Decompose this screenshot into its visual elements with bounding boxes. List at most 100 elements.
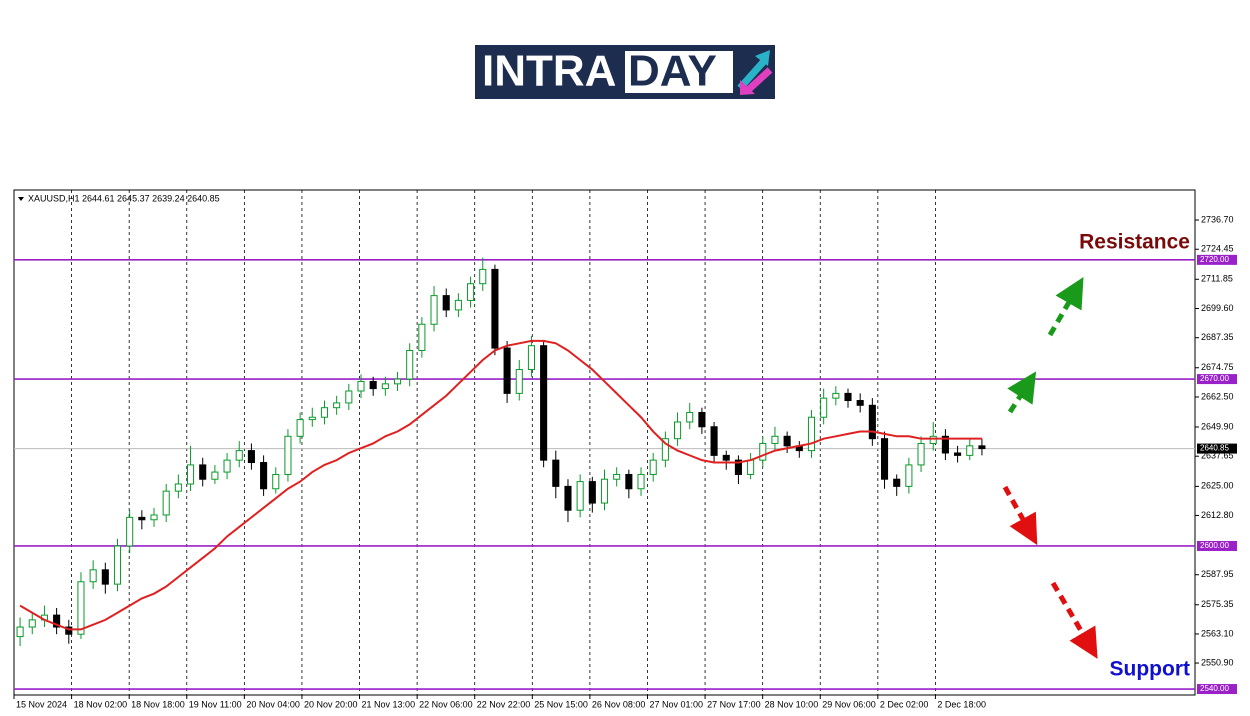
x-tick-label: 18 Nov 02:00 <box>74 699 128 709</box>
level-tag <box>1197 540 1237 551</box>
candle-body <box>820 397 828 418</box>
y-tick-label: 2711.85 <box>1201 274 1233 284</box>
down-arrow <box>1002 485 1038 546</box>
candle-body <box>503 347 511 394</box>
candle-body <box>734 459 742 475</box>
symbol-header: XAUUSD,H1 2644.61 2645.37 2639.24 2640.8… <box>28 193 220 203</box>
logo-arrow <box>755 50 770 66</box>
candle-body <box>479 268 487 285</box>
level-label: 2540.00 <box>1200 684 1229 693</box>
logo-arrow <box>740 80 755 95</box>
candle-body <box>686 411 694 423</box>
candle-body <box>880 438 889 480</box>
y-tick-label: 2736.70 <box>1201 214 1234 224</box>
x-tick-label: 21 Nov 13:00 <box>362 699 416 709</box>
price-tag <box>1197 443 1237 454</box>
x-tick-label: 29 Nov 06:00 <box>822 699 876 709</box>
candle-body <box>966 445 974 456</box>
candle-body <box>771 435 779 444</box>
candle-body <box>698 411 706 428</box>
candle-body <box>126 516 134 547</box>
candle-body <box>722 454 730 461</box>
candle-body <box>613 473 621 480</box>
candle-body <box>856 400 864 406</box>
candle-body <box>576 481 584 511</box>
logo-text: DAY <box>628 47 717 96</box>
x-tick-label: 27 Nov 17:00 <box>707 699 761 709</box>
candle-body <box>430 295 438 325</box>
candle-body <box>710 426 718 456</box>
candle-body <box>564 485 572 511</box>
candle-body <box>113 545 122 585</box>
candle-body <box>418 323 426 351</box>
candle-body <box>540 345 548 461</box>
candle-body <box>53 614 61 628</box>
x-tick-label: 27 Nov 01:00 <box>649 699 703 709</box>
up-arrow <box>1007 371 1037 414</box>
x-tick-label: 20 Nov 04:00 <box>246 699 300 709</box>
candle-body <box>442 295 450 311</box>
candle-body <box>174 483 182 492</box>
logo-box <box>625 51 733 93</box>
x-tick-label: 18 Nov 18:00 <box>131 699 185 709</box>
price-label: 2640.85 <box>1200 444 1229 453</box>
candle-body <box>393 378 402 385</box>
candle-body <box>467 283 475 301</box>
candle-body <box>284 435 292 475</box>
candle-body <box>199 464 207 480</box>
candle-body <box>783 435 791 447</box>
candle-body <box>637 473 645 490</box>
x-tick-label: 25 Nov 15:00 <box>534 699 588 709</box>
y-tick-label: 2575.35 <box>1201 599 1234 609</box>
up-arrow <box>1047 277 1084 337</box>
candle-body <box>247 450 255 464</box>
moving-average <box>19 339 982 631</box>
x-tick-label: 22 Nov 06:00 <box>419 699 473 709</box>
down-arrow <box>1050 581 1098 659</box>
level-tag <box>1197 684 1237 695</box>
candle-body <box>661 438 669 461</box>
candle-body <box>674 421 682 440</box>
logo-arrow <box>737 57 768 91</box>
y-tick-label: 2662.50 <box>1201 391 1234 401</box>
candle-body <box>832 392 840 399</box>
y-tick-label: 2550.90 <box>1201 657 1234 667</box>
candle-body <box>381 383 389 390</box>
y-tick-label: 2687.35 <box>1201 332 1234 342</box>
level-label: 2670.00 <box>1200 374 1229 383</box>
candle-body <box>625 473 633 490</box>
logo-text: INTRA <box>482 47 616 96</box>
candle-body <box>978 445 986 450</box>
candle-body <box>28 619 36 628</box>
y-tick-label: 2612.80 <box>1201 510 1234 520</box>
candle-body <box>406 349 414 380</box>
candle-body <box>16 626 24 638</box>
candle-body <box>868 404 876 440</box>
candle-body <box>345 390 353 404</box>
level-tag <box>1197 254 1237 265</box>
level-label: 2600.00 <box>1200 541 1229 550</box>
candle-body <box>65 626 73 635</box>
candle-body <box>917 442 925 466</box>
y-tick-label: 2724.45 <box>1201 244 1234 254</box>
support-label: Support <box>1110 658 1190 681</box>
candle-body <box>844 392 852 402</box>
x-tick-label: 28 Nov 10:00 <box>765 699 819 709</box>
candle-body <box>162 490 170 516</box>
x-tick-label: 19 Nov 11:00 <box>189 699 242 709</box>
x-tick-label: 22 Nov 22:00 <box>477 699 531 709</box>
plot <box>13 190 1199 699</box>
logo: INTRA DAY <box>475 45 775 99</box>
candle-body <box>320 407 329 418</box>
y-tick-label: 2699.60 <box>1201 303 1234 313</box>
candle-body <box>905 464 913 487</box>
candle-body <box>211 471 219 480</box>
x-tick-label: 2 Dec 02:00 <box>880 699 929 709</box>
x-tick-label: 15 Nov 2024 <box>16 699 67 709</box>
candle-body <box>454 299 462 311</box>
header-icon <box>18 197 24 201</box>
y-tick-label: 2674.75 <box>1201 362 1234 372</box>
candle-body <box>296 419 304 437</box>
candle-body <box>491 268 499 349</box>
